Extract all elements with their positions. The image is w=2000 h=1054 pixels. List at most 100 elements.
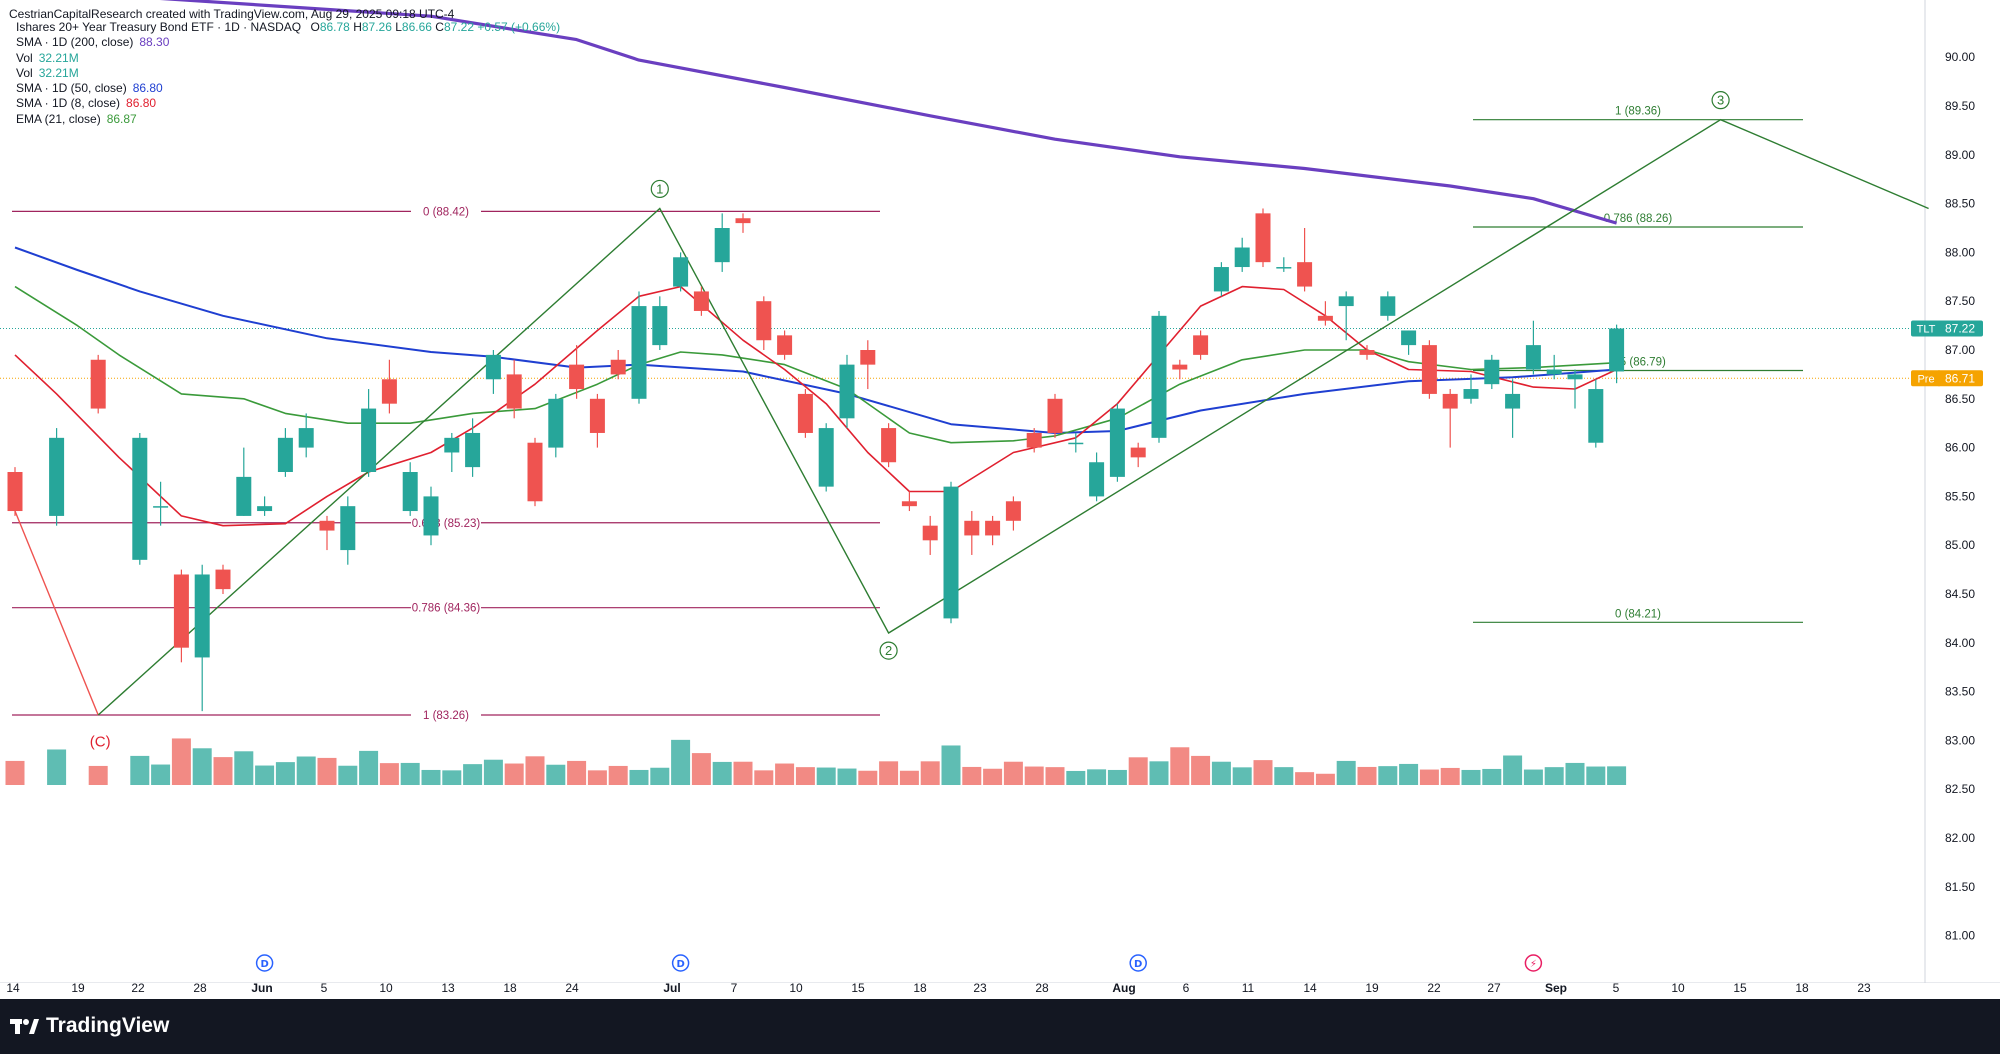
candle-body bbox=[735, 218, 751, 224]
earnings-marker-icon bbox=[1524, 954, 1543, 972]
candle-body bbox=[797, 393, 813, 433]
candle-body bbox=[1317, 315, 1333, 321]
volume-bar bbox=[504, 763, 524, 785]
legend-label: Vol bbox=[16, 65, 33, 80]
candle-body bbox=[1130, 447, 1146, 458]
y-tick-label: 88.50 bbox=[1945, 197, 1975, 211]
y-tick-label: 84.00 bbox=[1945, 636, 1975, 650]
y-tick-label: 90.00 bbox=[1945, 50, 1975, 64]
candle-body bbox=[673, 257, 689, 287]
wave-label: 1 bbox=[656, 181, 663, 196]
wave-label-circle bbox=[650, 179, 669, 199]
candle-body bbox=[1276, 267, 1292, 269]
ohlc-open: 86.78 bbox=[319, 20, 350, 34]
x-tick-label: 14 bbox=[6, 981, 20, 995]
volume-bar bbox=[775, 763, 795, 785]
legend-row-ema21[interactable]: EMA (21, close) 86.87 bbox=[16, 112, 560, 127]
candle-body bbox=[215, 569, 231, 590]
x-tick-label: Jun bbox=[251, 981, 272, 995]
volume-bar bbox=[1274, 767, 1294, 785]
candle-body bbox=[881, 428, 897, 463]
chart-header: CestrianCapitalResearch created with Tra… bbox=[9, 7, 455, 21]
y-tick-label: 81.00 bbox=[1945, 929, 1975, 943]
x-tick-label: Aug bbox=[1112, 981, 1135, 995]
candle-body bbox=[1047, 398, 1063, 433]
candle-body bbox=[714, 228, 730, 263]
volume-bar bbox=[629, 769, 649, 785]
candle-body bbox=[1297, 262, 1313, 287]
volume-bar bbox=[525, 756, 545, 785]
candle-body bbox=[1380, 296, 1396, 316]
volume-bar bbox=[941, 745, 961, 785]
volume-bar bbox=[1211, 761, 1231, 785]
price-tag-label: Pre bbox=[1917, 373, 1934, 385]
wave-label-circle bbox=[879, 641, 898, 660]
candle-body bbox=[1463, 389, 1479, 399]
x-tick-label: 10 bbox=[1671, 981, 1685, 995]
symbol-title[interactable]: Ishares 20+ Year Treasury Bond ETF · 1D … bbox=[16, 20, 302, 34]
x-tick-label: 28 bbox=[1035, 981, 1049, 995]
chart-background bbox=[0, 0, 2000, 1000]
legend-value: 86.87 bbox=[106, 111, 137, 126]
candle-body bbox=[901, 501, 917, 507]
candle-body bbox=[1151, 315, 1167, 438]
volume-bar bbox=[1087, 769, 1107, 785]
candle-body bbox=[569, 364, 585, 390]
x-tick-label: 5 bbox=[1613, 981, 1620, 995]
volume-bar bbox=[899, 770, 919, 785]
x-tick-label: 23 bbox=[973, 981, 987, 995]
volume-bar bbox=[733, 761, 753, 785]
candle-body bbox=[1588, 389, 1604, 443]
volume-bar bbox=[1315, 773, 1335, 785]
candle-body bbox=[194, 574, 210, 658]
wave-label-circle bbox=[1711, 91, 1730, 110]
ohlc-low: 86.66 bbox=[401, 20, 432, 34]
legend-row-vol[interactable]: Vol 32.21M bbox=[16, 51, 560, 66]
y-tick-label: 83.50 bbox=[1945, 685, 1975, 699]
candle-body bbox=[756, 301, 772, 341]
volume-bar bbox=[650, 767, 670, 785]
fib-label-bg bbox=[411, 600, 481, 614]
candle-body bbox=[1255, 213, 1271, 263]
volume-bar bbox=[1170, 747, 1190, 785]
candle-body bbox=[964, 520, 980, 536]
legend-row-sma8[interactable]: SMA · 1D (8, close) 86.80 bbox=[16, 96, 560, 111]
volume-bar bbox=[1503, 755, 1523, 785]
legend-row-sma200[interactable]: SMA · 1D (200, close) 88.30 bbox=[16, 35, 560, 50]
x-tick-label: 11 bbox=[1242, 981, 1255, 995]
price-tag-label-bg bbox=[1911, 320, 1941, 337]
legend-value: 32.21M bbox=[38, 50, 79, 65]
tradingview-logo[interactable]: TradingView bbox=[10, 1014, 169, 1038]
volume-bar bbox=[1544, 767, 1564, 785]
candle-body bbox=[922, 525, 938, 541]
candle-body bbox=[527, 442, 543, 502]
x-tick-label: 7 bbox=[731, 981, 738, 995]
legend-row-vol-2[interactable]: Vol 32.21M bbox=[16, 66, 560, 81]
volume-bar bbox=[5, 760, 25, 785]
candle-body bbox=[610, 359, 626, 375]
price-chart[interactable]: 90.00 89.50 89.00 88.50 88.00 87.50 87.00 86.50… bbox=[0, 0, 2000, 1000]
candle-body bbox=[257, 506, 273, 512]
x-tick-label: 6 bbox=[1183, 981, 1190, 995]
candle-body bbox=[1234, 247, 1250, 268]
volume-bar bbox=[587, 770, 607, 785]
volume-bar bbox=[317, 757, 337, 785]
candle-body bbox=[7, 472, 23, 512]
volume-bar bbox=[442, 770, 462, 785]
x-tick-label: 13 bbox=[441, 981, 455, 995]
candle-body bbox=[1505, 393, 1521, 409]
candle-body bbox=[860, 350, 876, 365]
candle-body bbox=[1525, 345, 1541, 370]
volume-bar bbox=[920, 761, 940, 785]
candle-body bbox=[1609, 328, 1625, 372]
candle-body bbox=[1442, 393, 1458, 409]
volume-bar bbox=[1149, 761, 1169, 785]
legend-row-sma50[interactable]: SMA · 1D (50, close) 86.80 bbox=[16, 81, 560, 96]
volume-bar bbox=[1003, 761, 1023, 785]
volume-bar bbox=[1523, 769, 1543, 785]
volume-bar bbox=[379, 763, 399, 785]
dividend-marker-label: D bbox=[260, 959, 268, 970]
price-tag-label-bg bbox=[1911, 370, 1941, 387]
candle-body bbox=[132, 437, 148, 560]
fib-level-label: 0.5 (86.79) bbox=[1610, 356, 1666, 368]
